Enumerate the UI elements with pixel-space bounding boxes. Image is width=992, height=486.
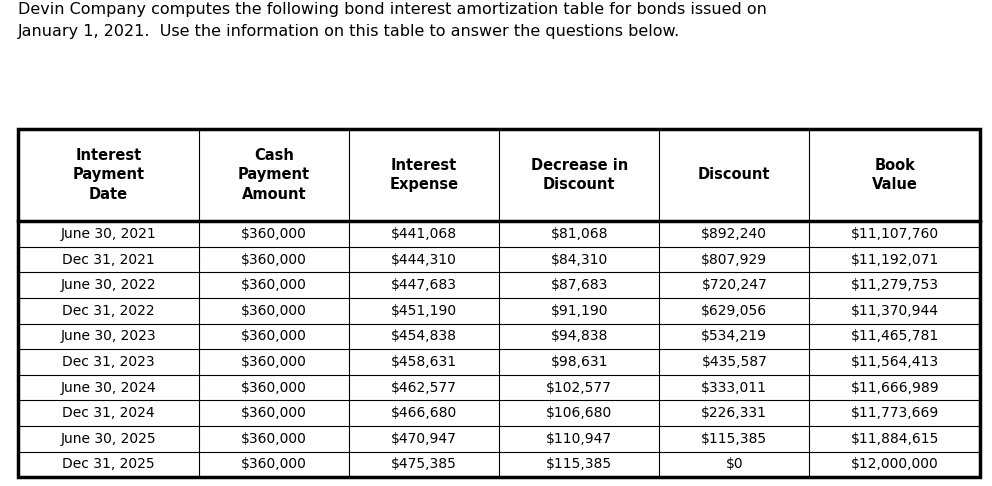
Text: $94,838: $94,838 xyxy=(551,330,608,344)
Text: $11,884,615: $11,884,615 xyxy=(850,432,938,446)
Text: $91,190: $91,190 xyxy=(551,304,608,318)
Text: $81,068: $81,068 xyxy=(551,227,608,241)
Text: $629,056: $629,056 xyxy=(701,304,768,318)
Text: $360,000: $360,000 xyxy=(241,457,307,471)
Text: $115,385: $115,385 xyxy=(547,457,612,471)
Text: $11,107,760: $11,107,760 xyxy=(851,227,938,241)
Text: Dec 31, 2024: Dec 31, 2024 xyxy=(62,406,155,420)
Text: Dec 31, 2021: Dec 31, 2021 xyxy=(62,253,155,266)
Text: $360,000: $360,000 xyxy=(241,227,307,241)
Text: June 30, 2022: June 30, 2022 xyxy=(61,278,156,292)
Text: Interest
Payment
Date: Interest Payment Date xyxy=(72,148,145,202)
Text: $360,000: $360,000 xyxy=(241,406,307,420)
Text: Book
Value: Book Value xyxy=(872,158,918,192)
Text: June 30, 2023: June 30, 2023 xyxy=(61,330,156,344)
Text: $333,011: $333,011 xyxy=(701,381,768,395)
Text: $451,190: $451,190 xyxy=(391,304,457,318)
Text: $102,577: $102,577 xyxy=(547,381,612,395)
Text: Devin Company computes the following bond interest amortization table for bonds : Devin Company computes the following bon… xyxy=(18,2,767,39)
Text: $87,683: $87,683 xyxy=(551,278,608,292)
Text: $11,192,071: $11,192,071 xyxy=(850,253,938,266)
Text: $360,000: $360,000 xyxy=(241,330,307,344)
Text: Dec 31, 2025: Dec 31, 2025 xyxy=(62,457,155,471)
Bar xyxy=(18,129,980,477)
Text: $360,000: $360,000 xyxy=(241,253,307,266)
Text: $466,680: $466,680 xyxy=(391,406,457,420)
Text: $462,577: $462,577 xyxy=(391,381,457,395)
Text: $435,587: $435,587 xyxy=(701,355,767,369)
Text: $11,370,944: $11,370,944 xyxy=(851,304,938,318)
Text: $470,947: $470,947 xyxy=(391,432,457,446)
Text: June 30, 2025: June 30, 2025 xyxy=(61,432,156,446)
Text: $0: $0 xyxy=(725,457,743,471)
Text: Dec 31, 2022: Dec 31, 2022 xyxy=(62,304,155,318)
Text: $226,331: $226,331 xyxy=(701,406,768,420)
Text: $11,773,669: $11,773,669 xyxy=(850,406,938,420)
Text: $98,631: $98,631 xyxy=(551,355,608,369)
Text: $110,947: $110,947 xyxy=(547,432,612,446)
Text: $534,219: $534,219 xyxy=(701,330,768,344)
Text: $360,000: $360,000 xyxy=(241,355,307,369)
Text: $360,000: $360,000 xyxy=(241,381,307,395)
Text: Interest
Expense: Interest Expense xyxy=(390,158,458,192)
Text: June 30, 2021: June 30, 2021 xyxy=(61,227,157,241)
Text: $807,929: $807,929 xyxy=(701,253,768,266)
Text: $475,385: $475,385 xyxy=(391,457,457,471)
Text: Discount: Discount xyxy=(698,168,771,182)
Text: $11,564,413: $11,564,413 xyxy=(851,355,938,369)
Text: $106,680: $106,680 xyxy=(546,406,612,420)
Text: Cash
Payment
Amount: Cash Payment Amount xyxy=(238,148,310,202)
Text: Decrease in
Discount: Decrease in Discount xyxy=(531,158,628,192)
Text: $115,385: $115,385 xyxy=(701,432,768,446)
Text: $11,465,781: $11,465,781 xyxy=(850,330,938,344)
Text: $447,683: $447,683 xyxy=(391,278,457,292)
Text: $441,068: $441,068 xyxy=(391,227,457,241)
Text: $444,310: $444,310 xyxy=(391,253,457,266)
Text: $360,000: $360,000 xyxy=(241,278,307,292)
Text: $720,247: $720,247 xyxy=(701,278,767,292)
Text: $360,000: $360,000 xyxy=(241,304,307,318)
Text: June 30, 2024: June 30, 2024 xyxy=(61,381,156,395)
Text: $892,240: $892,240 xyxy=(701,227,768,241)
Text: $360,000: $360,000 xyxy=(241,432,307,446)
Text: $12,000,000: $12,000,000 xyxy=(851,457,938,471)
Text: $11,279,753: $11,279,753 xyxy=(851,278,938,292)
Text: Dec 31, 2023: Dec 31, 2023 xyxy=(62,355,155,369)
Text: $458,631: $458,631 xyxy=(391,355,457,369)
Text: $454,838: $454,838 xyxy=(391,330,457,344)
Text: $11,666,989: $11,666,989 xyxy=(850,381,939,395)
Text: $84,310: $84,310 xyxy=(551,253,608,266)
